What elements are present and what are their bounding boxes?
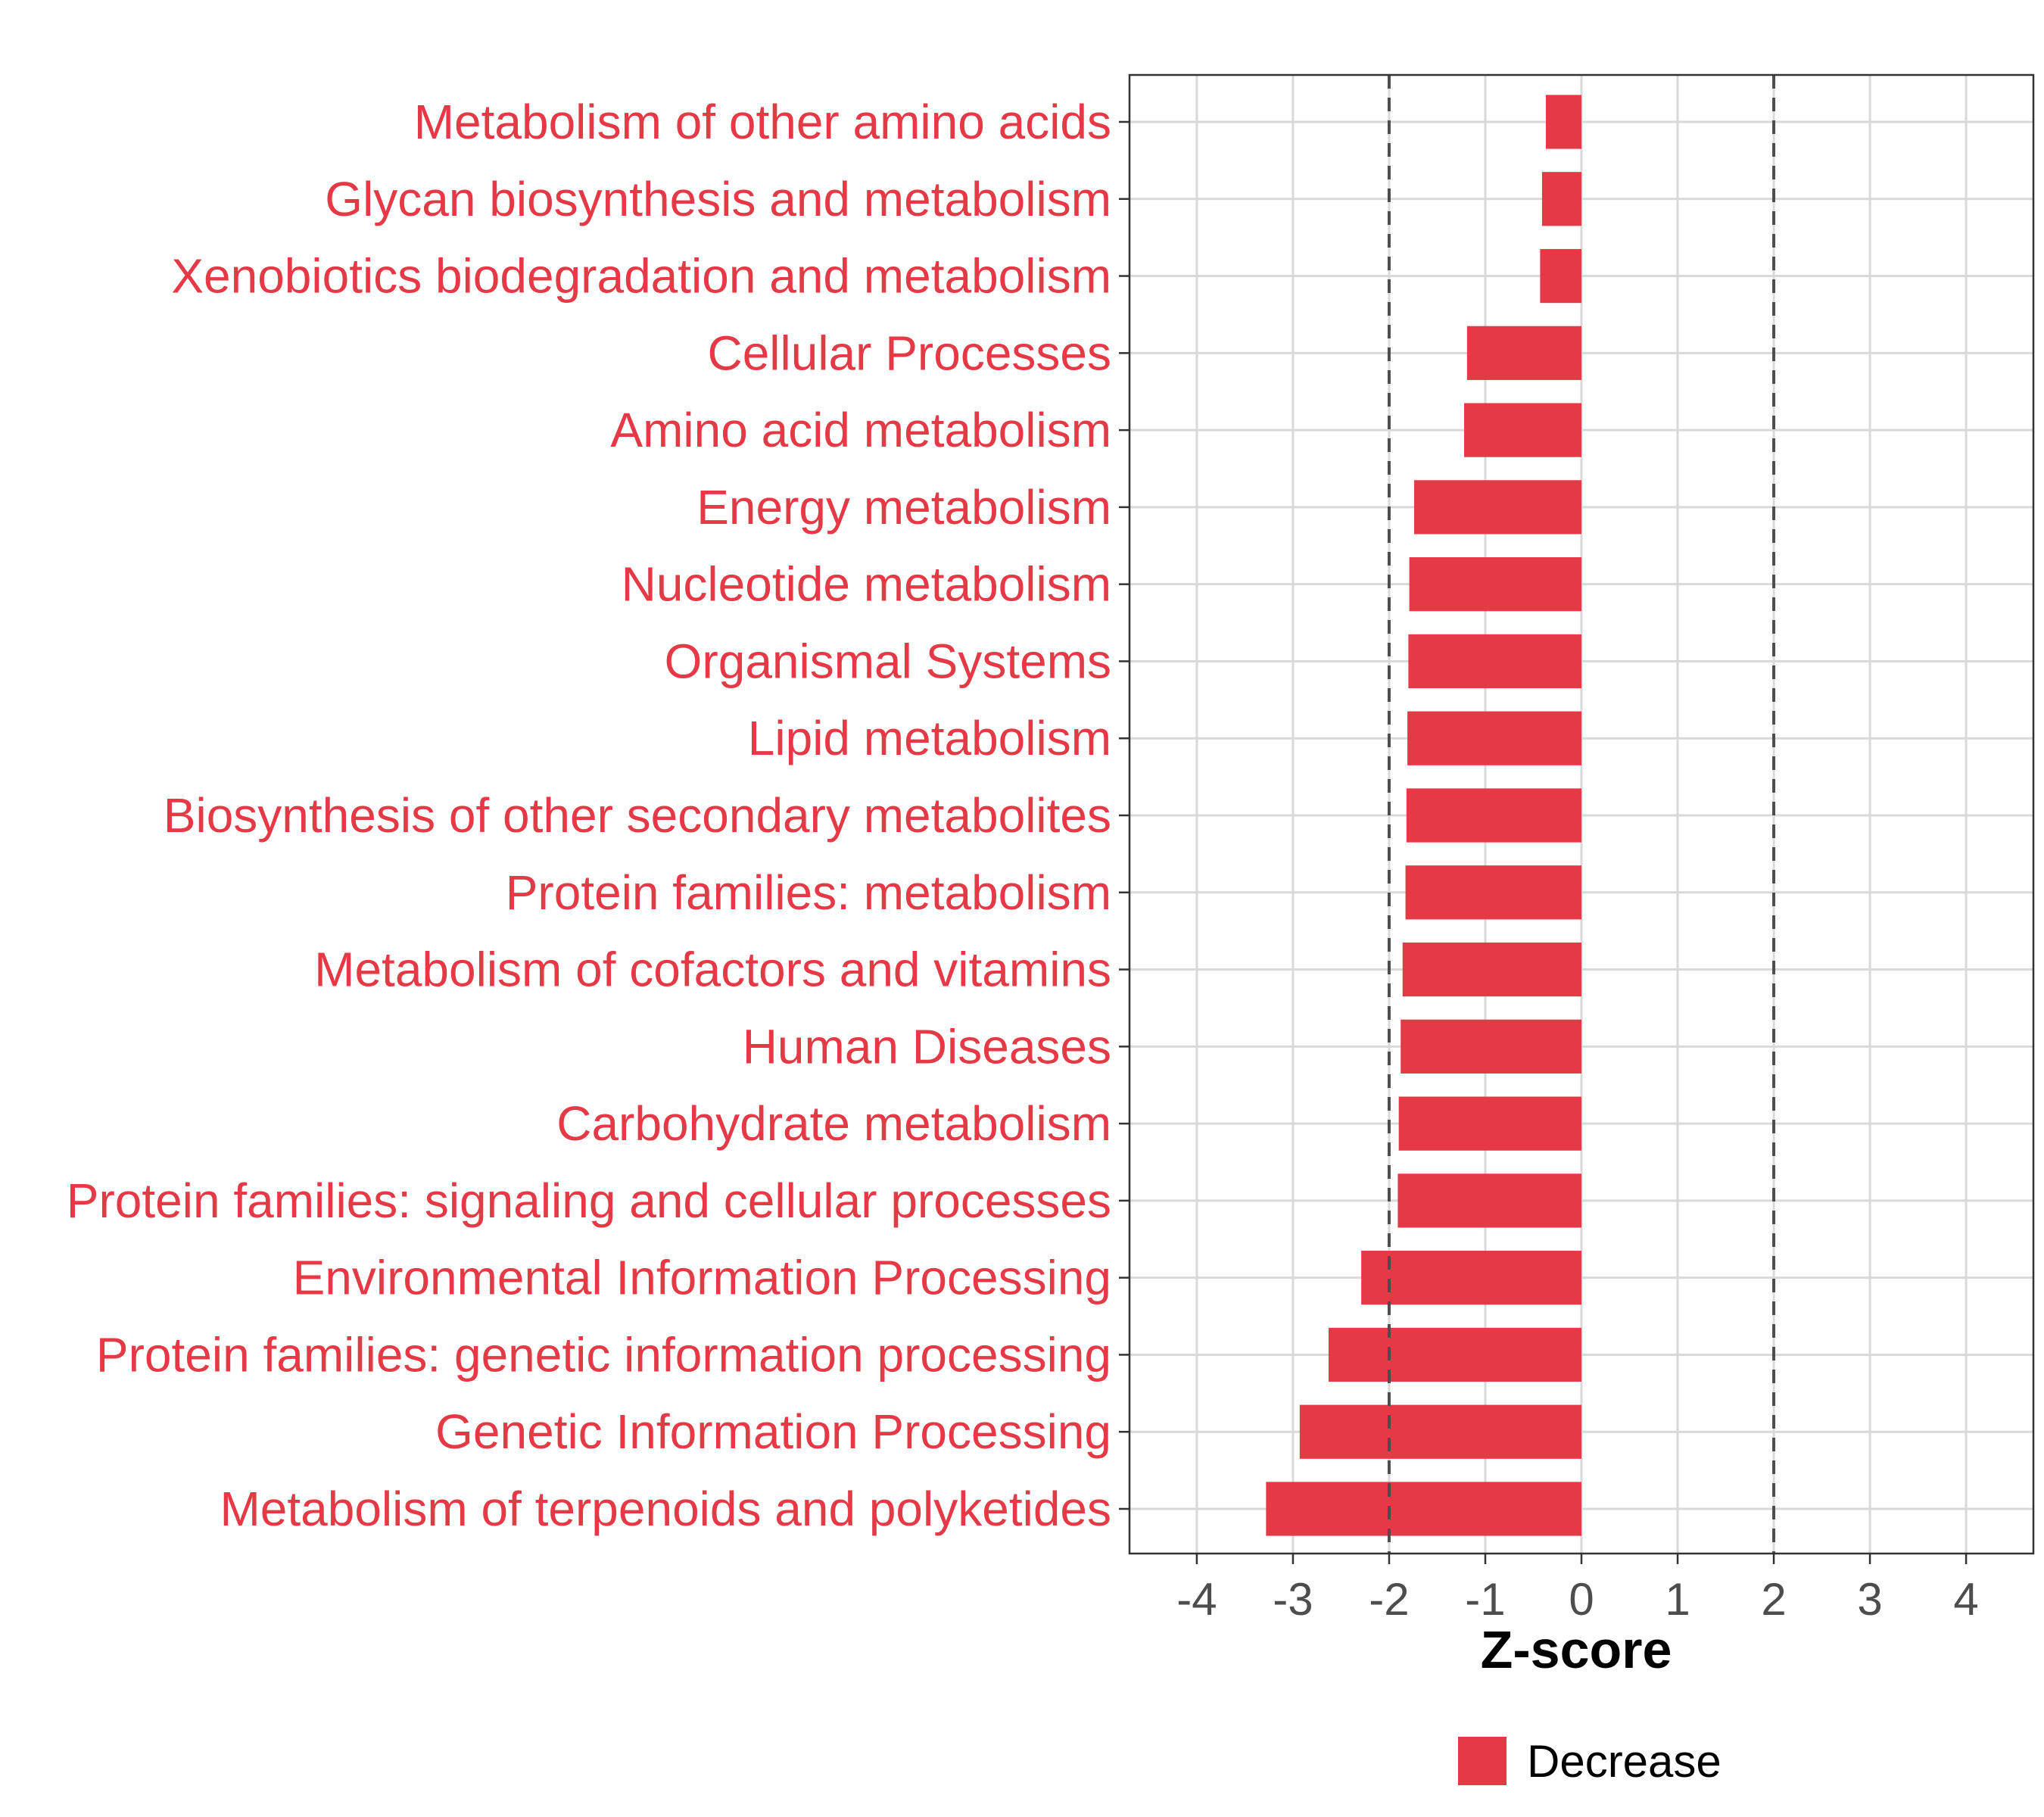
- bar: [1546, 95, 1581, 149]
- bar: [1466, 326, 1581, 380]
- bars: [1266, 95, 1581, 1536]
- category-label: Biosynthesis of other secondary metaboli…: [164, 788, 1111, 843]
- bar: [1408, 634, 1581, 689]
- bar: [1541, 172, 1581, 226]
- legend: Decrease: [1458, 1736, 1722, 1787]
- bar: [1401, 1019, 1581, 1074]
- category-label: Environmental Information Processing: [293, 1251, 1111, 1305]
- x-axis-ticks: -4 -3 -2 -1 0 1 2 3 4: [1176, 1554, 1979, 1625]
- bar: [1405, 865, 1581, 920]
- x-tick-label: 4: [1953, 1574, 1978, 1625]
- legend-label-decrease: Decrease: [1527, 1736, 1722, 1787]
- category-label: Protein families: genetic information pr…: [96, 1327, 1111, 1382]
- bar: [1406, 788, 1581, 843]
- category-label: Glycan biosynthesis and metabolism: [325, 172, 1111, 226]
- bar: [1397, 1173, 1581, 1228]
- bar: [1361, 1251, 1581, 1305]
- bar: [1266, 1482, 1581, 1536]
- bar: [1328, 1327, 1581, 1382]
- bar: [1540, 248, 1581, 304]
- x-tick-label: 1: [1665, 1574, 1690, 1625]
- category-label: Carbohydrate metabolism: [556, 1096, 1111, 1151]
- y-axis-ticks: [1119, 120, 1129, 1510]
- bar: [1402, 942, 1581, 997]
- bar: [1398, 1096, 1581, 1151]
- legend-swatch-decrease: [1458, 1737, 1507, 1785]
- bar: [1407, 711, 1581, 765]
- x-tick-label: -1: [1465, 1574, 1505, 1625]
- bar: [1299, 1404, 1581, 1459]
- category-label: Protein families: metabolism: [506, 865, 1111, 920]
- x-tick-label: -3: [1273, 1574, 1313, 1625]
- category-label: Nucleotide metabolism: [622, 557, 1111, 612]
- category-label: Cellular Processes: [707, 326, 1111, 380]
- x-axis-title: Z-score: [1481, 1620, 1672, 1679]
- category-label: Metabolism of cofactors and vitamins: [314, 943, 1111, 997]
- category-label: Lipid metabolism: [748, 711, 1111, 765]
- category-label: Metabolism of other amino acids: [414, 95, 1111, 149]
- x-tick-label: -2: [1369, 1574, 1409, 1625]
- category-labels: Metabolism of other amino acids Glycan bi…: [67, 95, 1111, 1536]
- reference-lines: [1387, 75, 1776, 1554]
- x-tick-label: 0: [1569, 1574, 1594, 1625]
- bar: [1409, 557, 1581, 612]
- x-tick-label: 3: [1857, 1574, 1882, 1625]
- category-label: Protein families: signaling and cellular…: [67, 1173, 1111, 1228]
- category-label: Amino acid metabolism: [610, 403, 1111, 457]
- category-label: Organismal Systems: [665, 634, 1111, 688]
- x-tick-label: 2: [1761, 1574, 1786, 1625]
- category-label: Metabolism of terpenoids and polyketides: [220, 1482, 1111, 1536]
- category-label: Energy metabolism: [696, 480, 1111, 535]
- bar: [1464, 403, 1581, 457]
- bar: [1413, 480, 1581, 535]
- category-label: Genetic Information Processing: [435, 1404, 1111, 1459]
- x-tick-label: -4: [1176, 1574, 1217, 1625]
- category-label: Human Diseases: [743, 1019, 1111, 1074]
- category-label: Xenobiotics biodegradation and metabolis…: [171, 249, 1111, 304]
